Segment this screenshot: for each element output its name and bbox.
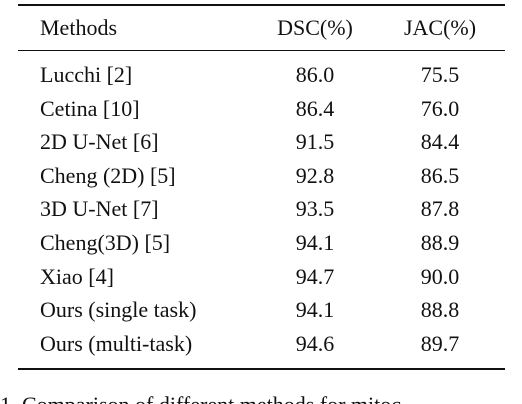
score-cell: 86.0 [295,62,335,87]
score-cell: 84.4 [420,129,460,155]
method-cell: 3D U-Net [7] [40,196,159,222]
method-cell: Lucchi [2] [40,62,133,87]
score-cell: 87.8 [420,196,460,222]
score-cell: 75.5 [420,62,460,87]
score-cell: 92.8 [295,162,335,188]
method-cell: Xiao [4] [40,263,114,289]
score-cell: 88.8 [420,297,460,323]
header-cell: Methods [40,15,117,40]
score-cell: 94.1 [295,297,335,323]
score-cell: 94.7 [295,263,335,289]
method-cell: Cheng (2D) [5] [40,162,176,188]
score-cell: 91.5 [295,129,335,155]
score-cell: 88.9 [420,230,460,255]
score-cell: 76.0 [420,95,460,121]
header-rule [18,50,505,51]
method-cell: Cetina [10] [40,95,140,121]
score-cell: 94.6 [295,330,335,356]
score-cell: 93.5 [295,196,335,222]
method-cell: Ours (multi-task) [40,330,193,356]
method-cell: Ours (single task) [40,297,197,323]
header-cell: DSC(%) [277,15,353,40]
top-rule [18,4,505,6]
score-cell: 94.1 [295,230,335,255]
caption: 1. Comparison of different methods for m… [0,392,401,404]
score-cell: 90.0 [420,263,460,289]
method-cell: Cheng(3D) [5] [40,230,171,255]
bottom-rule [18,368,505,370]
header-cell: JAC(%) [403,15,477,40]
method-cell: 2D U-Net [6] [40,129,159,155]
score-cell: 86.4 [295,95,335,121]
score-cell: 89.7 [420,330,460,356]
score-cell: 86.5 [420,162,460,188]
